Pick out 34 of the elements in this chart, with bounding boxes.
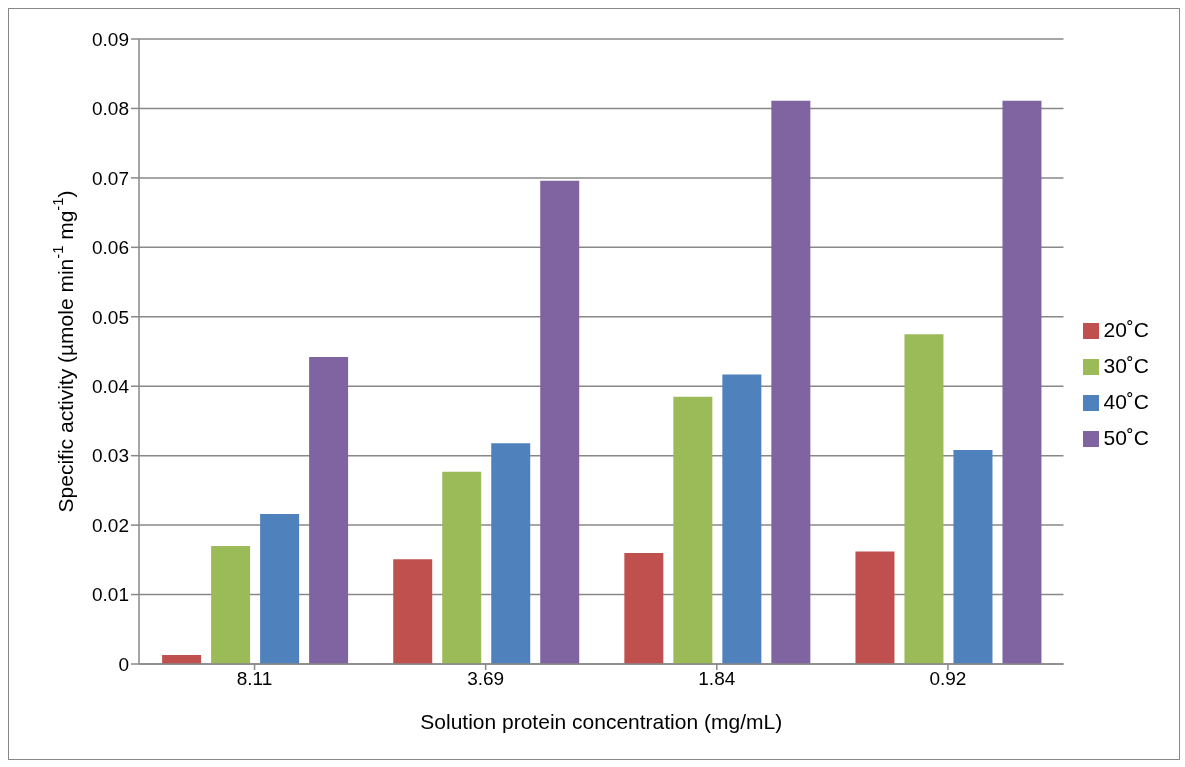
y-tick-label: 0.08 — [92, 98, 129, 120]
legend-label: 50˚C — [1103, 426, 1149, 449]
y-tick-label: 0.07 — [92, 167, 129, 189]
bar — [211, 545, 251, 664]
bar — [673, 396, 713, 664]
x-tick-label: 3.69 — [467, 668, 505, 690]
y-tick-label: 0.01 — [92, 584, 129, 606]
bar — [953, 450, 993, 664]
bar — [855, 551, 895, 664]
y-tick-label: 0.04 — [92, 375, 130, 397]
bar — [393, 559, 433, 664]
y-tick-label: 0.05 — [92, 306, 129, 328]
y-tick-label: 0.02 — [92, 514, 129, 536]
bar — [442, 471, 482, 664]
bar — [1002, 100, 1042, 664]
bar — [540, 180, 580, 664]
y-tick-label: 0.06 — [92, 237, 129, 259]
y-tick-label: 0.03 — [92, 445, 129, 467]
bar — [624, 552, 664, 664]
legend-label: 20˚C — [1103, 318, 1149, 341]
legend-label: 30˚C — [1103, 354, 1149, 377]
legend-label: 40˚C — [1103, 390, 1149, 413]
x-tick-label: 0.92 — [929, 668, 967, 690]
bar — [491, 443, 531, 664]
y-tick-label: 0 — [118, 653, 129, 675]
bar — [260, 514, 300, 664]
x-tick-label: 8.11 — [236, 668, 273, 690]
bar — [771, 100, 811, 664]
bar — [309, 357, 349, 664]
bar — [904, 334, 944, 664]
x-axis-title: Solution protein concentration (mg/mL) — [420, 710, 783, 733]
bar — [722, 374, 762, 664]
x-tick-label: 1.84 — [698, 668, 736, 690]
y-tick-label: 0.09 — [92, 28, 129, 50]
